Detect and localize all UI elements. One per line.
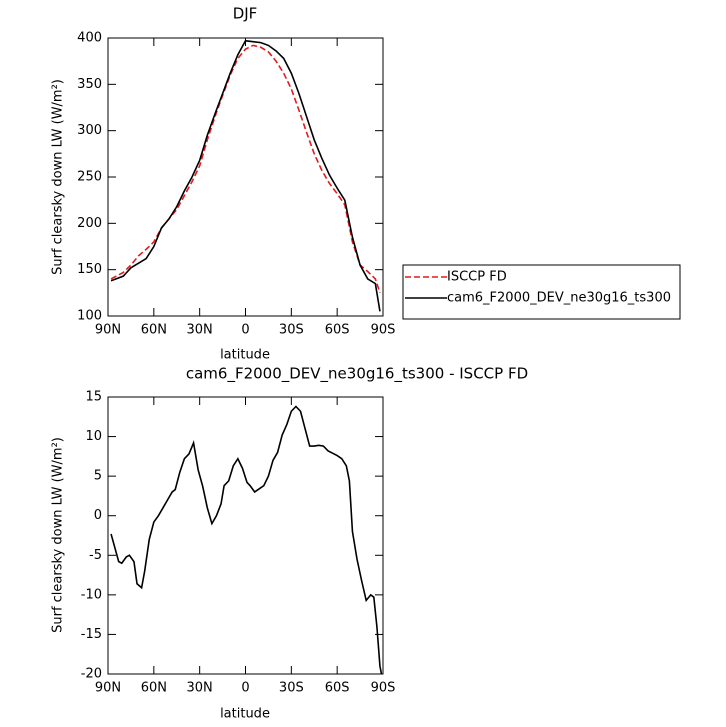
x-axis-label: latitude: [220, 348, 270, 363]
x-tick-label: 60N: [141, 323, 167, 338]
y-tick-label: 350: [77, 77, 102, 92]
x-tick-label: 90N: [95, 681, 121, 696]
chart-title: cam6_F2000_DEV_ne30g16_ts300 - ISCCP FD: [186, 365, 528, 384]
plot-frame: [107, 396, 384, 675]
x-tick-label: 60S: [325, 323, 350, 338]
x-tick-label: 30N: [187, 323, 213, 338]
line-series: [110, 44, 381, 294]
x-tick-label: 90N: [95, 323, 121, 338]
y-tick-label: 15: [85, 390, 102, 405]
legend-label: cam6_F2000_DEV_ne30g16_ts300: [447, 291, 671, 306]
x-tick-label: 60S: [325, 681, 350, 696]
x-tick-label: 30N: [187, 681, 213, 696]
y-axis-label: Surf clearsky down LW (W/m²): [51, 79, 66, 275]
x-tick-label: 0: [241, 681, 249, 696]
y-tick-label: -10: [81, 587, 102, 602]
legend-box: [402, 264, 681, 320]
y-tick-label: 0: [94, 508, 102, 523]
legend-label: ISCCP FD: [447, 270, 507, 285]
x-tick-label: 30S: [279, 323, 304, 338]
plot-frame: [107, 37, 384, 317]
x-tick-label: 90S: [371, 323, 396, 338]
y-tick-label: 150: [77, 262, 102, 277]
line-series: [110, 39, 381, 312]
y-tick-label: 250: [77, 170, 102, 185]
y-tick-label: 300: [77, 123, 102, 138]
y-tick-label: 100: [77, 309, 102, 324]
x-axis-label: latitude: [220, 707, 270, 722]
y-axis-label: Surf clearsky down LW (W/m²): [51, 437, 66, 633]
x-tick-label: 60N: [141, 681, 167, 696]
chart-title: DJF: [233, 5, 258, 23]
x-tick-label: 90S: [371, 681, 396, 696]
y-tick-label: 5: [94, 469, 102, 484]
line-series: [110, 405, 383, 675]
y-tick-label: -15: [81, 627, 102, 642]
x-tick-label: 0: [241, 323, 249, 338]
y-tick-label: -20: [81, 667, 102, 682]
y-tick-label: 10: [85, 429, 102, 444]
y-tick-label: -5: [89, 548, 102, 563]
y-tick-label: 400: [77, 31, 102, 46]
x-tick-label: 30S: [279, 681, 304, 696]
y-tick-label: 200: [77, 216, 102, 231]
